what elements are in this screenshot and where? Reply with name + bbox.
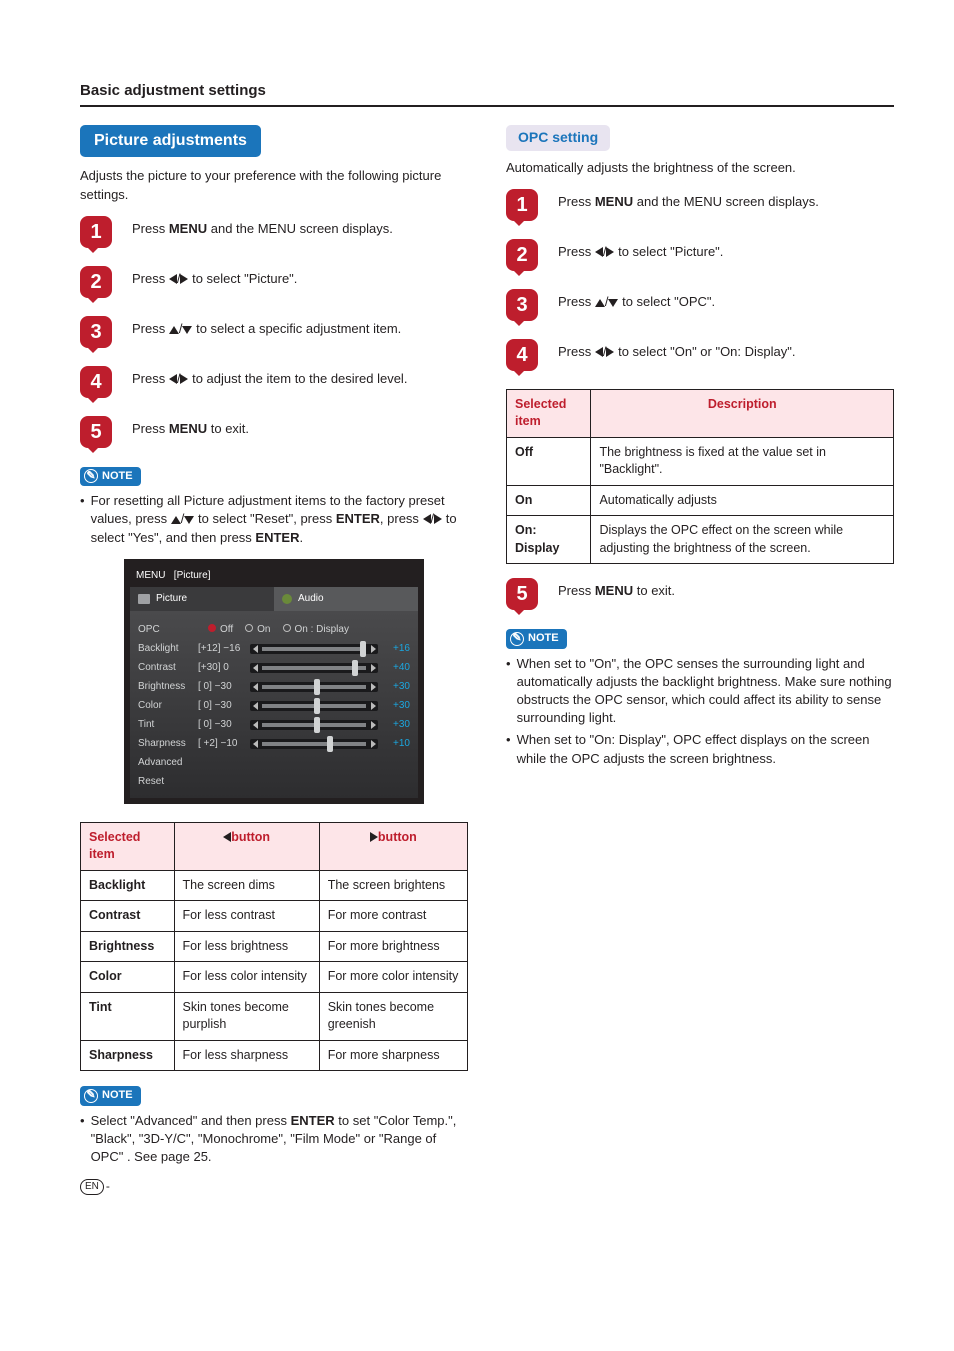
table-row: TintSkin tones become purplishSkin tones… <box>81 992 468 1040</box>
step-number: 4 <box>80 366 112 398</box>
step-text: Press MENU to exit. <box>132 416 468 438</box>
th-desc: Description <box>591 389 894 437</box>
section-title: Basic adjustment settings <box>80 80 894 101</box>
osd-row: OPCOffOnOn : Display <box>138 621 410 640</box>
step-number: 1 <box>80 216 112 248</box>
step: 2 Press / to select "Picture". <box>506 239 894 271</box>
right-notes: When set to "On", the OPC senses the sur… <box>506 655 894 768</box>
osd-row: Reset <box>138 773 410 792</box>
table-row: On: DisplayDisplays the OPC effect on th… <box>507 516 894 564</box>
step-number: 5 <box>80 416 112 448</box>
osd-screenshot: MENU [Picture] Picture Audio OPCOffOnOn … <box>124 559 424 804</box>
note-icon: ✎ <box>510 632 524 646</box>
step-text: Press / to select a specific adjustment … <box>132 316 468 338</box>
step: 1 Press MENU and the MENU screen displays… <box>80 216 468 248</box>
th-selected-r: Selected item <box>507 389 591 437</box>
lang-badge: EN <box>80 1179 104 1195</box>
left-intro: Adjusts the picture to your preference w… <box>80 167 468 203</box>
right-icon <box>434 514 442 524</box>
note-item: When set to "On", the OPC senses the sur… <box>506 655 894 728</box>
step-text: Press / to select "OPC". <box>558 289 894 311</box>
step-number: 2 <box>506 239 538 271</box>
table-row: ContrastFor less contrastFor more contra… <box>81 901 468 932</box>
th-right-btn: button <box>319 822 467 870</box>
step-number: 5 <box>506 578 538 610</box>
picture-tab-icon <box>138 594 150 604</box>
step-text: Press / to select "Picture". <box>132 266 468 288</box>
adjustment-table: Selected item button button BacklightThe… <box>80 822 468 1072</box>
left-tri-icon <box>223 832 231 842</box>
step-text: Press / to select "Picture". <box>558 239 894 261</box>
osd-tab-picture: Picture <box>130 587 274 611</box>
step: 3 Press / to select a specific adjustment… <box>80 316 468 348</box>
osd-tab-audio: Audio <box>274 587 418 611</box>
step-text: Press MENU and the MENU screen displays. <box>132 216 468 238</box>
step: 5 Press MENU to exit. <box>80 416 468 448</box>
osd-crumb: [Picture] <box>174 570 211 581</box>
table-row: BacklightThe screen dimsThe screen brigh… <box>81 870 468 901</box>
table-row: OffThe brightness is fixed at the value … <box>507 437 894 485</box>
table-row: ColorFor less color intensityFor more co… <box>81 962 468 993</box>
content-columns: Picture adjustments Adjusts the picture … <box>80 125 894 1178</box>
left-heading: Picture adjustments <box>80 125 261 157</box>
step: 1 Press MENU and the MENU screen displays… <box>506 189 894 221</box>
step-text: Press / to adjust the item to the desire… <box>132 366 468 388</box>
divider <box>80 105 894 107</box>
step-text: Press MENU to exit. <box>558 578 894 600</box>
osd-row: Advanced <box>138 754 410 773</box>
step: 3 Press / to select "OPC". <box>506 289 894 321</box>
step-number: 2 <box>80 266 112 298</box>
note-item: When set to "On: Display", OPC effect di… <box>506 731 894 767</box>
left-icon <box>423 514 431 524</box>
step-number: 1 <box>506 189 538 221</box>
left-note-2: Select "Advanced" and then press ENTER t… <box>80 1112 468 1167</box>
left-note-1: For resetting all Picture adjustment ite… <box>80 492 468 547</box>
right-intro: Automatically adjusts the brightness of … <box>506 159 894 177</box>
note-label: NOTE <box>102 469 133 484</box>
right-column: OPC setting Automatically adjusts the br… <box>506 125 894 1178</box>
osd-menu-label: MENU <box>136 570 165 581</box>
table-row: BrightnessFor less brightnessFor more br… <box>81 931 468 962</box>
th-selected: Selected item <box>81 822 175 870</box>
note-icon: ✎ <box>84 469 98 483</box>
osd-row: Color[ 0] −30+30 <box>138 697 410 716</box>
right-tri-icon <box>370 832 378 842</box>
th-left-btn: button <box>174 822 319 870</box>
opc-table: Selected item Description OffThe brightn… <box>506 389 894 565</box>
step: 5 Press MENU to exit. <box>506 578 894 610</box>
step-number: 3 <box>506 289 538 321</box>
note-label: NOTE <box>102 1088 133 1103</box>
step-number: 3 <box>80 316 112 348</box>
step-text: Press MENU and the MENU screen displays. <box>558 189 894 211</box>
note-badge-2: ✎ NOTE <box>80 1086 141 1105</box>
note-label: NOTE <box>528 631 559 646</box>
right-heading: OPC setting <box>506 125 610 151</box>
step: 2 Press / to select "Picture". <box>80 266 468 298</box>
note-badge: ✎ NOTE <box>80 467 141 486</box>
step-number: 4 <box>506 339 538 371</box>
up-icon <box>171 516 181 524</box>
note-badge-r: ✎ NOTE <box>506 629 567 648</box>
table-row: SharpnessFor less sharpnessFor more shar… <box>81 1040 468 1071</box>
down-icon <box>184 516 194 524</box>
osd-row: Sharpness[ +2] −10+10 <box>138 735 410 754</box>
table-row: OnAutomatically adjusts <box>507 485 894 516</box>
step-text: Press / to select "On" or "On: Display". <box>558 339 894 361</box>
note-icon: ✎ <box>84 1089 98 1103</box>
left-column: Picture adjustments Adjusts the picture … <box>80 125 468 1178</box>
osd-row: Tint[ 0] −30+30 <box>138 716 410 735</box>
osd-row: Brightness[ 0] −30+30 <box>138 678 410 697</box>
step: 4 Press / to select "On" or "On: Display"… <box>506 339 894 371</box>
audio-tab-icon <box>282 594 292 604</box>
osd-row: Contrast[+30] 0+40 <box>138 659 410 678</box>
step: 4 Press / to adjust the item to the desir… <box>80 366 468 398</box>
page-footer: EN - <box>80 1178 110 1195</box>
osd-row: Backlight[+12] −16+16 <box>138 640 410 659</box>
